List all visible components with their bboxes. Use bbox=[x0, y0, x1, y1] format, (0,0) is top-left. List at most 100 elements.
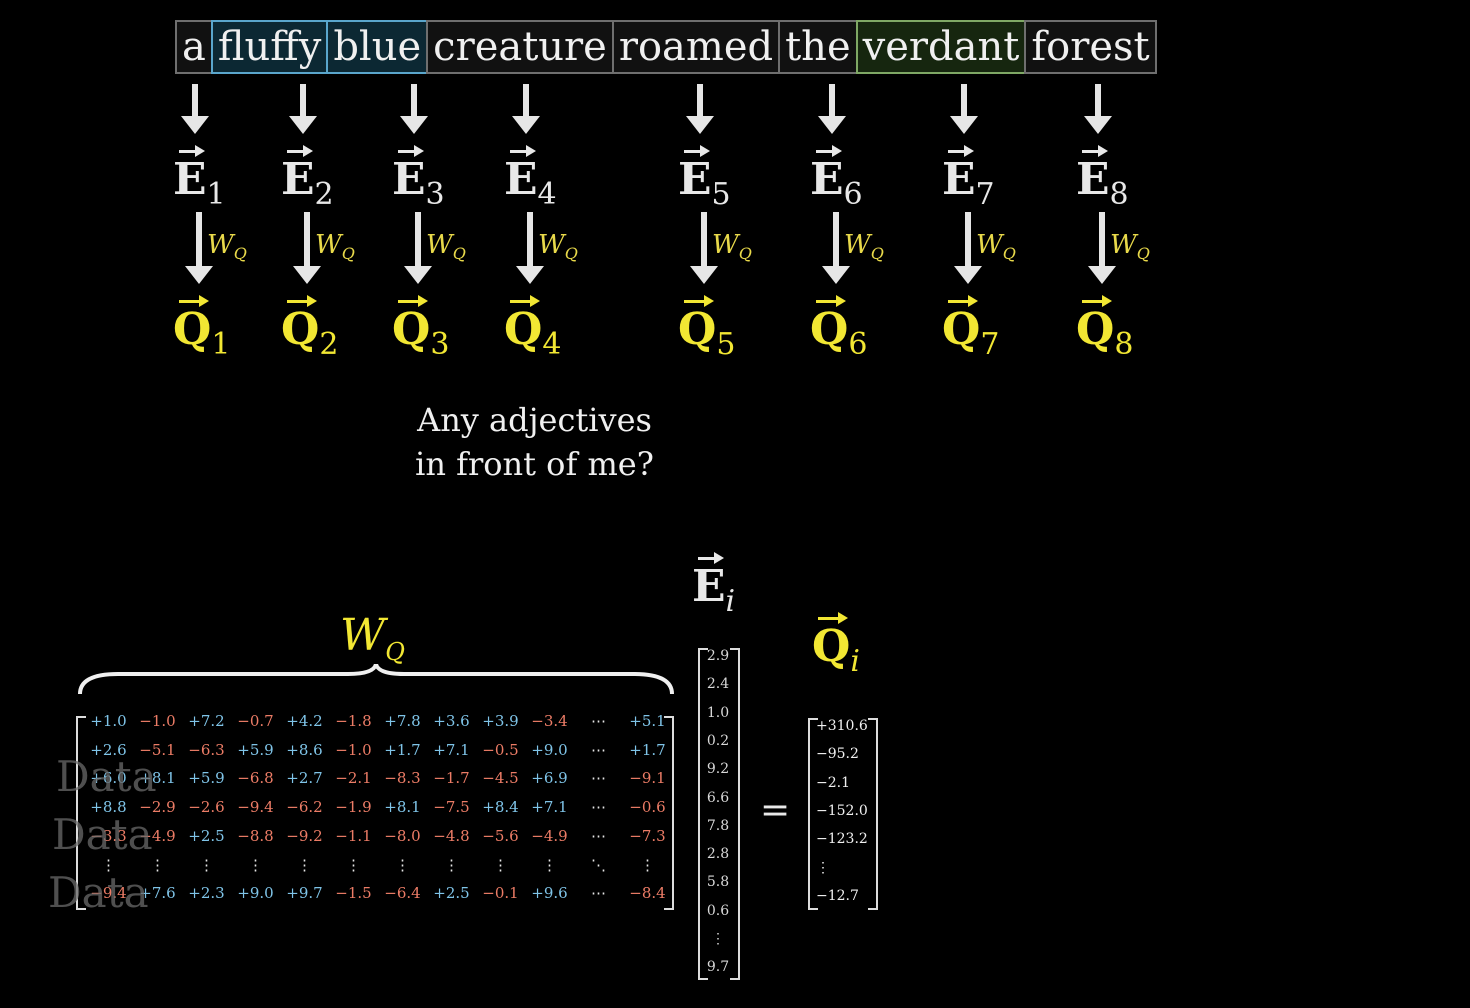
matrix-cell-r2-c9: −0.5 bbox=[482, 740, 519, 759]
matrix-cell-r7-c1: −9.4 bbox=[90, 884, 127, 903]
matrix-cell-r6-c9: ⋮ bbox=[493, 855, 508, 874]
matrix-cell-r3-c3: +5.9 bbox=[188, 769, 225, 788]
matrix-cell-r7-c7: −6.4 bbox=[384, 884, 421, 903]
matrix-cell-r6-c3: ⋮ bbox=[199, 855, 214, 874]
matrix-cell-r2-c12: +1.7 bbox=[629, 740, 666, 759]
matrix-cell-r3-c5: +2.7 bbox=[286, 769, 323, 788]
embedding-6: E6 bbox=[810, 145, 863, 212]
matrix-cell-r6-c2: ⋮ bbox=[150, 855, 165, 874]
matrix-cell-r7-c2: +7.6 bbox=[139, 884, 176, 903]
query-i-symbol: Q bbox=[812, 612, 851, 672]
embedding-value-4: 0.2 bbox=[706, 732, 730, 749]
equals-sign: = bbox=[760, 790, 791, 831]
matrix-cell-r2-c8: +7.1 bbox=[433, 740, 470, 759]
matrix-cell-r6-c11: ⋱ bbox=[591, 855, 606, 874]
embedding-bracket-right bbox=[730, 648, 740, 980]
weight-label-3: WQ bbox=[426, 230, 466, 264]
query-2: Q2 bbox=[281, 295, 339, 362]
matrix-cell-r1-c6: −1.8 bbox=[335, 712, 372, 730]
matrix-cell-r5-c6: −1.1 bbox=[335, 826, 372, 845]
embedding-value-5: 9.2 bbox=[706, 761, 730, 778]
weight-label-6: WQ bbox=[844, 230, 884, 264]
matrix-cell-r7-c8: +2.5 bbox=[433, 884, 470, 903]
embedding-value-7: 7.8 bbox=[706, 817, 730, 834]
matrix-cell-r7-c10: +9.6 bbox=[531, 884, 568, 903]
matrix-cell-r4-c4: −9.4 bbox=[237, 798, 274, 817]
weight-label-sub: Q bbox=[385, 637, 405, 666]
matrix-cell-r5-c5: −9.2 bbox=[286, 826, 323, 845]
query-value-3: −2.1 bbox=[816, 774, 850, 791]
embedding-4: E4 bbox=[504, 145, 557, 212]
matrix-cell-r7-c9: −0.1 bbox=[482, 884, 519, 903]
query-value-2: −95.2 bbox=[816, 746, 859, 763]
matrix-cell-r6-c10: ⋮ bbox=[542, 855, 557, 874]
token-7: verdant bbox=[855, 20, 1027, 74]
embedding-i-index: i bbox=[725, 584, 736, 619]
watermark-3: Data bbox=[48, 868, 149, 917]
matrix-cell-r4-c1: +8.8 bbox=[90, 798, 127, 817]
query-value-5: −123.2 bbox=[816, 831, 868, 848]
weight-label-4: WQ bbox=[538, 230, 578, 264]
embedding-bracket-left bbox=[698, 648, 708, 980]
watermark-2: Data bbox=[52, 810, 153, 859]
token-6: the bbox=[778, 20, 858, 74]
matrix-cell-r2-c1: +2.6 bbox=[90, 740, 127, 759]
query-7: Q7 bbox=[942, 295, 1000, 362]
query-i-label: Qi bbox=[812, 612, 860, 679]
matrix-cell-r6-c12: ⋮ bbox=[640, 855, 655, 874]
embedding-value-11: ⋮ bbox=[711, 931, 725, 947]
query-1: Q1 bbox=[173, 295, 231, 362]
matrix-cell-r4-c8: −7.5 bbox=[433, 798, 470, 817]
embedding-2: E2 bbox=[281, 145, 334, 212]
query-bracket-right bbox=[868, 718, 878, 910]
query-i-index: i bbox=[850, 644, 860, 679]
matrix-cell-r5-c11: ⋯ bbox=[591, 826, 606, 845]
matrix-cell-r7-c11: ⋯ bbox=[591, 884, 606, 903]
matrix-cell-r3-c12: −9.1 bbox=[629, 769, 666, 788]
matrix-cell-r4-c6: −1.9 bbox=[335, 798, 372, 817]
embedding-3: E3 bbox=[392, 145, 445, 212]
query-value-1: +310.6 bbox=[816, 718, 868, 734]
matrix-cell-r4-c2: −2.9 bbox=[139, 798, 176, 817]
question-line-2: in front of me? bbox=[415, 445, 654, 483]
matrix-cell-r5-c10: −4.9 bbox=[531, 826, 568, 845]
matrix-cell-r3-c8: −1.7 bbox=[433, 769, 470, 788]
matrix-cell-r1-c12: +5.1 bbox=[629, 712, 666, 730]
matrix-cell-r7-c4: +9.0 bbox=[237, 884, 274, 903]
matrix-cell-r7-c5: +9.7 bbox=[286, 884, 323, 903]
query-3: Q3 bbox=[392, 295, 450, 362]
matrix-cell-r2-c7: +1.7 bbox=[384, 740, 421, 759]
matrix-cell-r3-c11: ⋯ bbox=[591, 769, 606, 788]
matrix-brace bbox=[78, 664, 674, 695]
matrix-cell-r2-c3: −6.3 bbox=[188, 740, 225, 759]
token-4: creature bbox=[426, 20, 614, 74]
embedding-value-2: 2.4 bbox=[706, 676, 730, 693]
matrix-cell-r5-c8: −4.8 bbox=[433, 826, 470, 845]
matrix-cell-r1-c11: ⋯ bbox=[591, 712, 606, 730]
matrix-cell-r7-c3: +2.3 bbox=[188, 884, 225, 903]
matrix-cell-r5-c2: −4.9 bbox=[139, 826, 176, 845]
matrix-cell-r5-c9: −5.6 bbox=[482, 826, 519, 845]
matrix-cell-r1-c3: +7.2 bbox=[188, 712, 225, 730]
embedding-1: E1 bbox=[173, 145, 226, 212]
token-sentence: a fluffy blue creature roamed the verdant fores… bbox=[175, 20, 1157, 74]
embedding-7: E7 bbox=[942, 145, 995, 212]
query-value-6: ⋮ bbox=[816, 859, 830, 876]
adjective-question: Any adjectives in front of me? bbox=[412, 398, 657, 486]
matrix-cell-r3-c9: −4.5 bbox=[482, 769, 519, 788]
token-2: fluffy bbox=[210, 20, 329, 74]
query-4: Q4 bbox=[504, 295, 562, 362]
matrix-cell-r7-c6: −1.5 bbox=[335, 884, 372, 903]
embedding-i-symbol: E bbox=[692, 552, 726, 612]
embedding-value-10: 0.6 bbox=[706, 902, 730, 919]
matrix-cell-r4-c5: −6.2 bbox=[286, 798, 323, 817]
query-6: Q6 bbox=[810, 295, 868, 362]
matrix-cell-r4-c10: +7.1 bbox=[531, 798, 568, 817]
matrix-cell-r4-c9: +8.4 bbox=[482, 798, 519, 817]
weight-label-5: WQ bbox=[712, 230, 752, 264]
matrix-cell-r6-c7: ⋮ bbox=[395, 855, 410, 874]
matrix-cell-r2-c2: −5.1 bbox=[139, 740, 176, 759]
embedding-value-12: 9.7 bbox=[706, 959, 730, 976]
query-5: Q5 bbox=[678, 295, 736, 362]
matrix-cell-r3-c7: −8.3 bbox=[384, 769, 421, 788]
